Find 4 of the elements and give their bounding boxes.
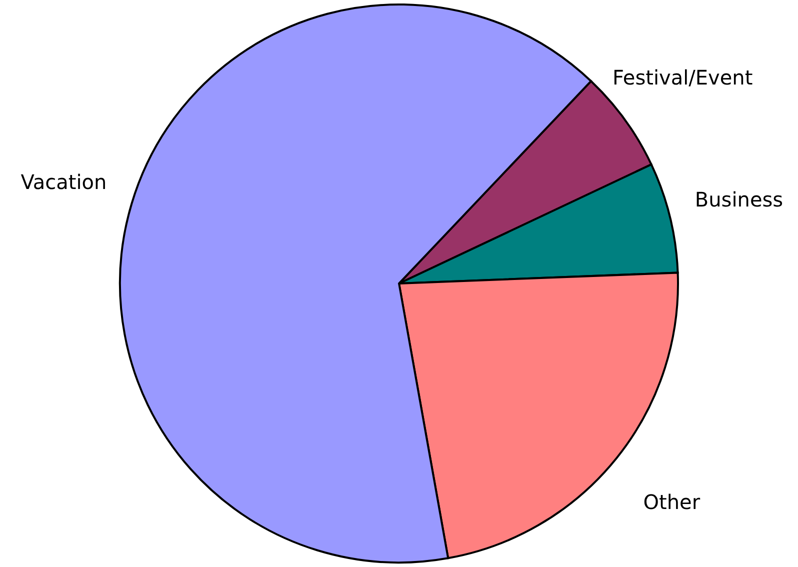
slice-label: Other (643, 490, 701, 514)
slice-label: Vacation (20, 170, 107, 194)
slice-label: Business (694, 187, 784, 212)
slice-label: Festival/Event (612, 65, 753, 90)
